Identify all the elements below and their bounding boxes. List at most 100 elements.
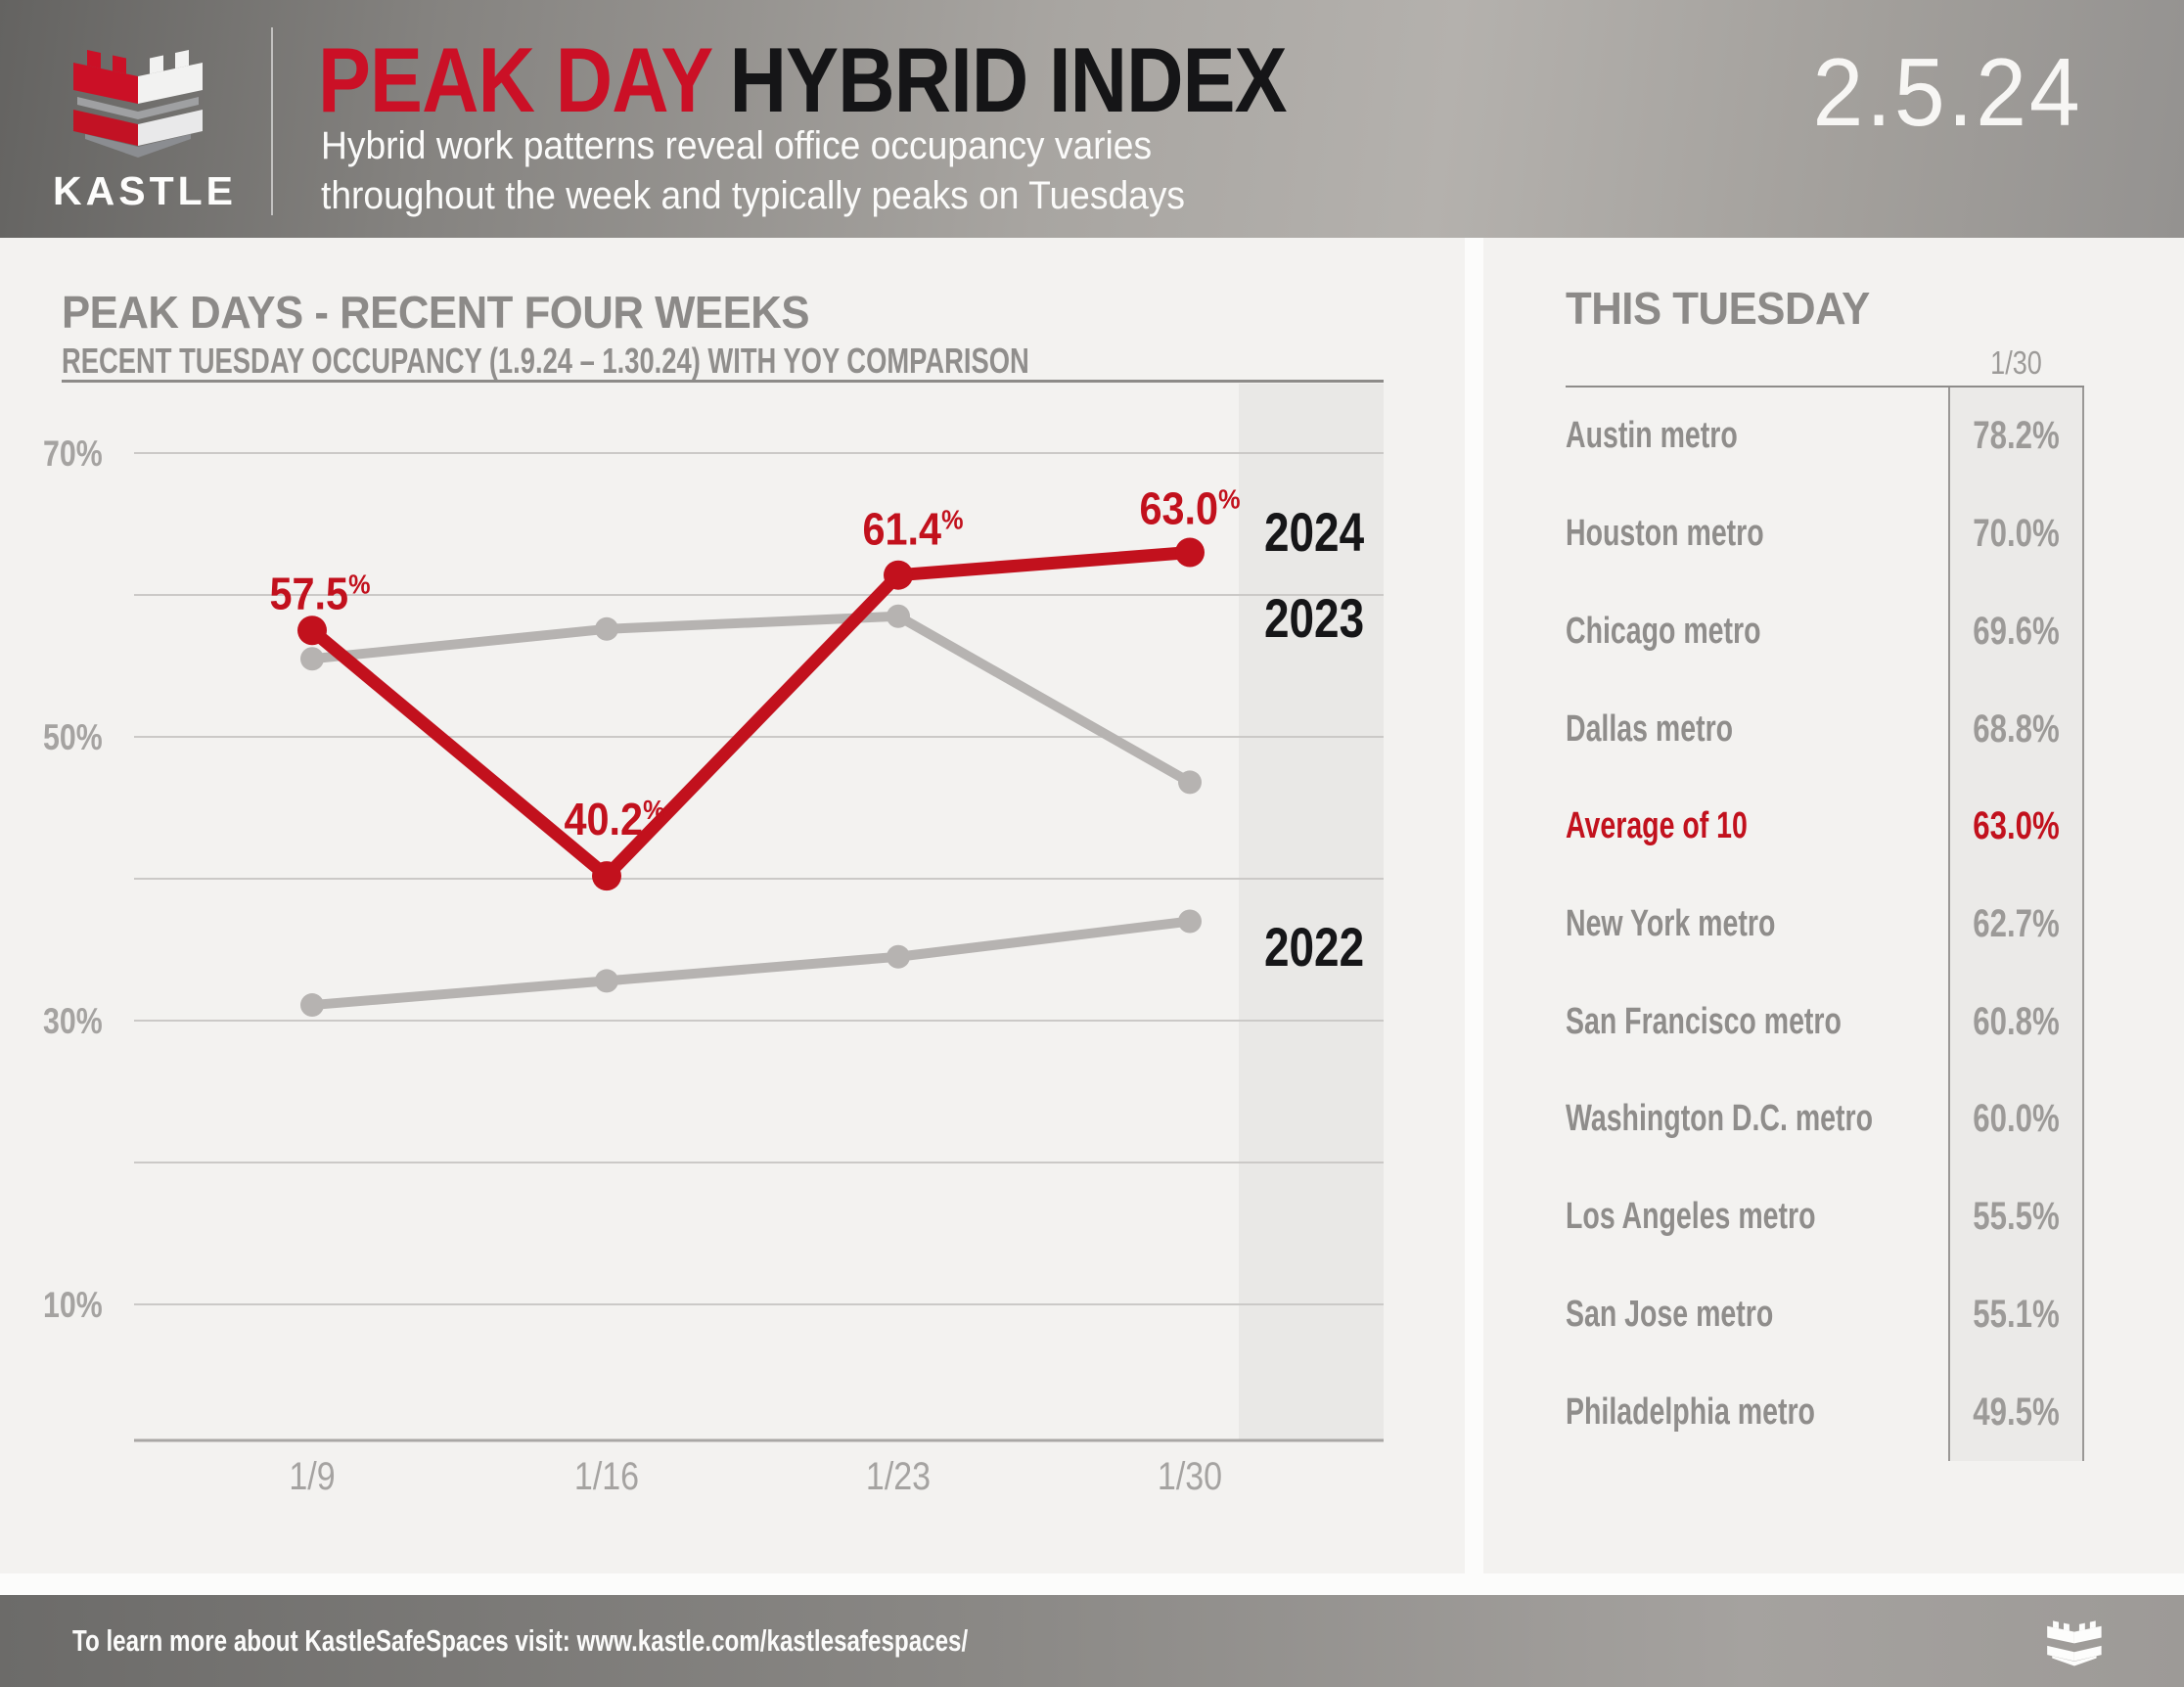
svg-text:57.5%: 57.5% bbox=[270, 569, 371, 619]
occupancy-value: 55.1% bbox=[1973, 1292, 2060, 1336]
svg-text:1/16: 1/16 bbox=[574, 1453, 639, 1497]
panel-header-rule bbox=[1566, 386, 2084, 388]
year-label-2023: 2023 bbox=[1264, 588, 1364, 649]
point-label-40.2: 40.2% bbox=[565, 795, 665, 845]
metro-label: Philadelphia metro bbox=[1566, 1391, 1815, 1433]
page-title: PEAK DAY HYBRID INDEX bbox=[318, 27, 1288, 133]
occupancy-value: 63.0% bbox=[1973, 804, 2060, 848]
occupancy-value: 60.8% bbox=[1973, 999, 2060, 1043]
series-2022 bbox=[300, 909, 1202, 1018]
svg-text:63.0%: 63.0% bbox=[1140, 483, 1241, 534]
data-point-2023-1-9 bbox=[300, 647, 324, 671]
y-tick-label-30: 30% bbox=[43, 1001, 103, 1042]
metro-label: New York metro bbox=[1566, 902, 1776, 944]
svg-text:1/23: 1/23 bbox=[866, 1453, 931, 1497]
occupancy-value: 60.0% bbox=[1973, 1097, 2060, 1141]
occupancy-value: 55.5% bbox=[1973, 1195, 2060, 1239]
metro-occupancy-table: Austin metro 78.2% Houston metro 70.0% Chica… bbox=[1566, 388, 2084, 1461]
occupancy-value: 49.5% bbox=[1973, 1390, 2060, 1434]
header-bar: KASTLE PEAK DAY HYBRID INDEX Hybrid work … bbox=[0, 0, 2184, 238]
point-label-63.0: 63.0% bbox=[1140, 483, 1241, 534]
y-tick-label-70: 70% bbox=[43, 433, 103, 475]
footer-text: To learn more about KastleSafeSpaces vis… bbox=[72, 1623, 969, 1658]
x-tick-label-1-30: 1/30 bbox=[1158, 1453, 1222, 1497]
metro-label: Average of 10 bbox=[1566, 805, 1748, 847]
kastle-brand-text: KASTLE bbox=[53, 168, 237, 213]
table-row: Washington D.C. metro 60.0% bbox=[1566, 1091, 2084, 1148]
svg-text:1/9: 1/9 bbox=[289, 1453, 335, 1497]
data-point-2024-1-9 bbox=[297, 616, 327, 646]
series-2024 bbox=[297, 537, 1205, 891]
data-point-2022-1-30 bbox=[1178, 909, 1202, 934]
metro-label: Washington D.C. metro bbox=[1566, 1098, 1874, 1140]
table-row: Houston metro 70.0% bbox=[1566, 506, 2084, 563]
page-subtitle: Hybrid work patterns reveal office occup… bbox=[321, 121, 1185, 221]
data-point-2022-1-16 bbox=[595, 969, 618, 993]
metro-label: San Jose metro bbox=[1566, 1293, 1774, 1335]
table-row: Austin metro 78.2% bbox=[1566, 408, 2084, 465]
table-row: New York metro 62.7% bbox=[1566, 895, 2084, 952]
data-point-2024-1-30 bbox=[1175, 537, 1205, 568]
x-tick-label-1-9: 1/9 bbox=[289, 1453, 335, 1497]
report-date: 2.5.24 bbox=[1812, 38, 2082, 146]
metro-label: San Francisco metro bbox=[1566, 1000, 1842, 1042]
data-point-2023-1-23 bbox=[887, 604, 910, 628]
page-title-black: HYBRID INDEX bbox=[729, 28, 1288, 131]
section-divider-gutter bbox=[1465, 238, 1483, 1573]
data-point-2024-1-23 bbox=[884, 560, 913, 590]
occupancy-value: 69.6% bbox=[1973, 609, 2060, 653]
svg-text:2023: 2023 bbox=[1264, 588, 1364, 649]
table-row: Chicago metro 69.6% bbox=[1566, 603, 2084, 660]
y-tick-label-50: 50% bbox=[43, 717, 103, 758]
table-row: San Jose metro 55.1% bbox=[1566, 1286, 2084, 1343]
current-week-highlight-band bbox=[1239, 384, 1384, 1441]
data-point-2023-1-16 bbox=[595, 616, 618, 641]
metro-label: Dallas metro bbox=[1566, 707, 1734, 750]
panel-column-header: 1/30 bbox=[1990, 344, 2042, 381]
table-row: Dallas metro 68.8% bbox=[1566, 701, 2084, 757]
kastle-footer-castle-icon bbox=[2047, 1620, 2102, 1666]
chart-title: PEAK DAYS - RECENT FOUR WEEKS bbox=[62, 287, 810, 338]
table-row: Los Angeles metro 55.5% bbox=[1566, 1189, 2084, 1246]
occupancy-value: 62.7% bbox=[1973, 901, 2060, 945]
occupancy-value: 78.2% bbox=[1973, 414, 2060, 458]
data-point-2022-1-9 bbox=[300, 993, 324, 1018]
table-row: Philadelphia metro 49.5% bbox=[1566, 1384, 2084, 1440]
y-tick-label-10: 10% bbox=[43, 1285, 103, 1326]
metro-label: Chicago metro bbox=[1566, 610, 1761, 652]
page-subtitle-line2: throughout the week and typically peaks … bbox=[321, 174, 1186, 217]
svg-text:30%: 30% bbox=[43, 1001, 103, 1042]
x-tick-label-1-23: 1/23 bbox=[866, 1453, 931, 1497]
metro-label: Houston metro bbox=[1566, 513, 1764, 555]
chart-subtitle: RECENT TUESDAY OCCUPANCY (1.9.24 – 1.30.… bbox=[62, 341, 1029, 381]
svg-text:50%: 50% bbox=[43, 717, 103, 758]
point-label-57.5: 57.5% bbox=[270, 569, 371, 619]
x-tick-label-1-16: 1/16 bbox=[574, 1453, 639, 1497]
occupancy-value: 70.0% bbox=[1973, 512, 2060, 556]
series-2023 bbox=[300, 604, 1202, 795]
svg-text:40.2%: 40.2% bbox=[565, 795, 665, 845]
metro-label: Los Angeles metro bbox=[1566, 1196, 1816, 1238]
data-point-2022-1-23 bbox=[887, 944, 910, 969]
page-title-red: PEAK DAY bbox=[318, 28, 713, 131]
kastle-logo-icon bbox=[73, 50, 203, 158]
panel-value-column bbox=[1948, 388, 2084, 1461]
footer-bar: To learn more about KastleSafeSpaces vis… bbox=[0, 1595, 2184, 1687]
header-divider bbox=[271, 27, 273, 215]
svg-text:2022: 2022 bbox=[1264, 917, 1364, 978]
year-label-2024: 2024 bbox=[1264, 502, 1365, 563]
chart-title-rule bbox=[62, 380, 1384, 383]
panel-title: THIS TUESDAY bbox=[1566, 283, 1870, 334]
table-row: Average of 10 63.0% bbox=[1566, 798, 2084, 855]
data-point-2024-1-16 bbox=[592, 861, 621, 891]
svg-text:61.4%: 61.4% bbox=[863, 504, 964, 555]
data-point-2023-1-30 bbox=[1178, 770, 1202, 795]
year-label-2022: 2022 bbox=[1264, 917, 1364, 978]
svg-text:70%: 70% bbox=[43, 433, 103, 475]
page-subtitle-line1: Hybrid work patterns reveal office occup… bbox=[321, 124, 1153, 167]
prefooter-strip bbox=[0, 1573, 2184, 1595]
this-tuesday-panel: THIS TUESDAY 1/30 Austin metro 78.2% Houst… bbox=[1566, 274, 2084, 1478]
svg-text:10%: 10% bbox=[43, 1285, 103, 1326]
